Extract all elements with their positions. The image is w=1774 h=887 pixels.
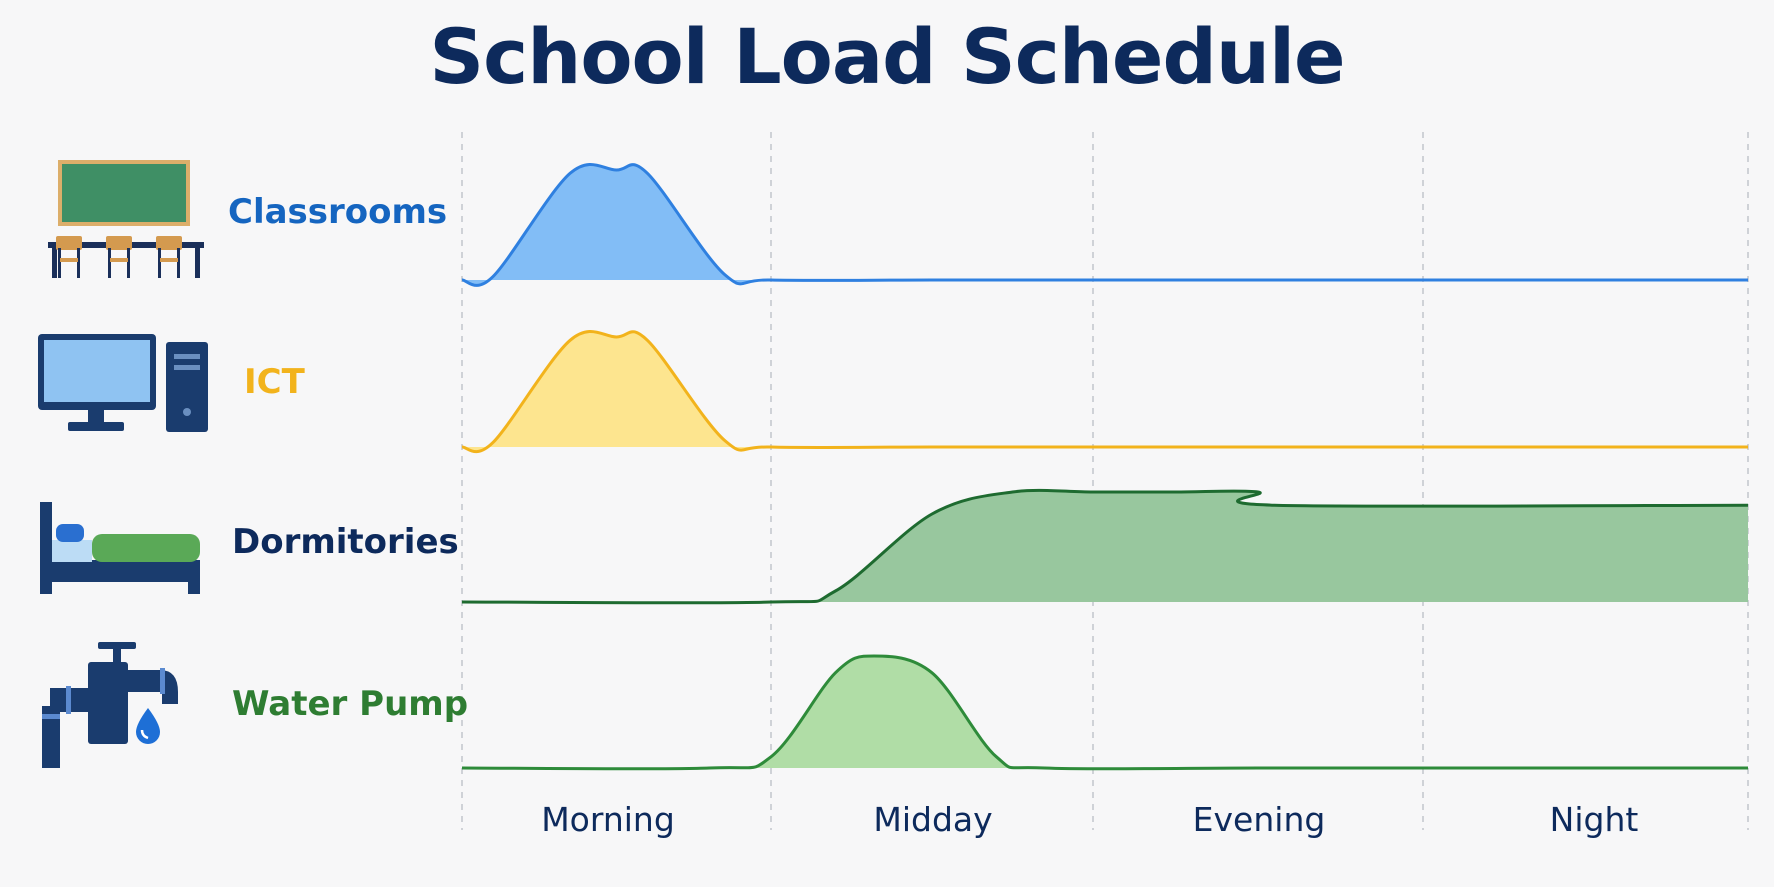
x-tick-evening: Evening [1192,800,1326,839]
x-tick-morning: Morning [541,800,675,839]
area-line-dormitories [461,488,1749,605]
area-fill-dormitories [462,490,1748,603]
water-pump-icon [42,642,178,768]
area-fill-water-pump [462,656,1748,769]
area-line-water-pump [461,654,1748,771]
area-line-ict [461,330,1748,454]
classroom-icon [48,160,204,278]
x-tick-night: Night [1549,800,1639,839]
series-label-dormitories: Dormitories [232,522,459,562]
series-label-ict: ICT [244,362,305,402]
area-fill-ict [462,331,1748,452]
area-line-classrooms [461,162,1748,287]
series-label-classrooms: Classrooms [228,192,448,232]
gridlines [461,132,1749,830]
chart-title: School Load Schedule [429,12,1345,101]
bed-icon [40,502,200,594]
computer-icon [38,334,208,432]
series-label-water-pump: Water Pump [232,684,469,724]
x-tick-midday: Midday [873,800,993,839]
series-areas [461,162,1749,771]
area-fill-classrooms [462,164,1748,286]
